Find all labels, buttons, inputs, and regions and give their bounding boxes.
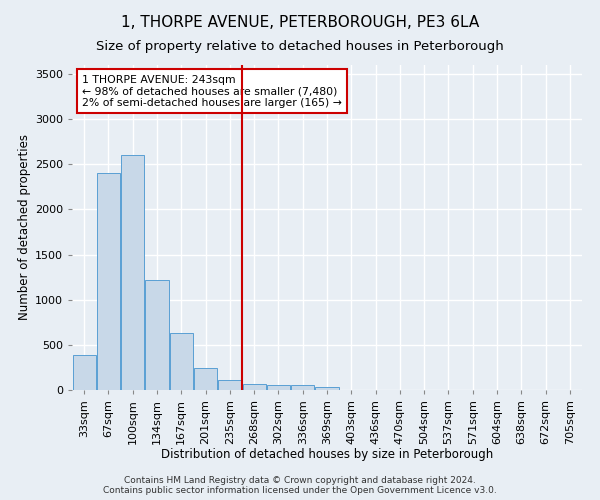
X-axis label: Distribution of detached houses by size in Peterborough: Distribution of detached houses by size … — [161, 448, 493, 461]
Y-axis label: Number of detached properties: Number of detached properties — [17, 134, 31, 320]
Text: Contains HM Land Registry data © Crown copyright and database right 2024.
Contai: Contains HM Land Registry data © Crown c… — [103, 476, 497, 495]
Bar — [291, 385, 314, 390]
Bar — [267, 385, 290, 390]
Bar — [218, 380, 241, 390]
Bar — [194, 368, 217, 390]
Bar — [316, 388, 338, 390]
Bar — [242, 384, 266, 390]
Text: 1 THORPE AVENUE: 243sqm
← 98% of detached houses are smaller (7,480)
2% of semi-: 1 THORPE AVENUE: 243sqm ← 98% of detache… — [82, 74, 342, 108]
Text: 1, THORPE AVENUE, PETERBOROUGH, PE3 6LA: 1, THORPE AVENUE, PETERBOROUGH, PE3 6LA — [121, 15, 479, 30]
Bar — [97, 174, 120, 390]
Bar — [121, 156, 144, 390]
Bar — [170, 333, 193, 390]
Bar — [145, 280, 169, 390]
Bar — [73, 355, 95, 390]
Text: Size of property relative to detached houses in Peterborough: Size of property relative to detached ho… — [96, 40, 504, 53]
